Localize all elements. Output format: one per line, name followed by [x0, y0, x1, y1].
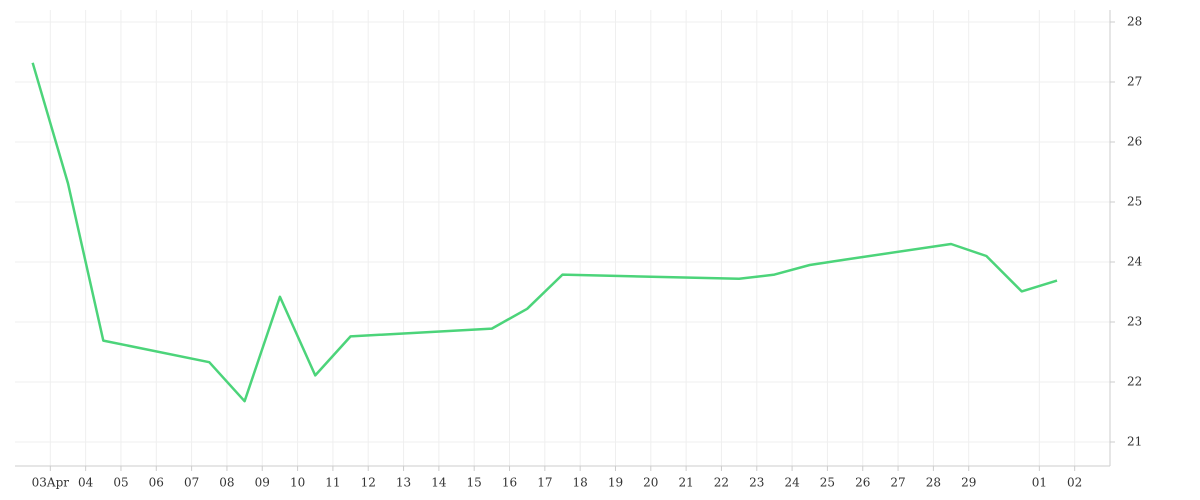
y-tick-label: 24 [1127, 255, 1143, 269]
x-tick-label: 27 [890, 476, 905, 490]
x-tick-label: 06 [149, 476, 164, 490]
x-tick-label: 18 [573, 476, 588, 490]
x-tick-label: 11 [325, 476, 340, 490]
x-tick-label: 05 [113, 476, 128, 490]
x-tick-label: 21 [678, 476, 693, 490]
x-tick-label: 10 [290, 476, 305, 490]
y-tick-label: 26 [1127, 135, 1142, 149]
x-tick-label: 28 [926, 476, 941, 490]
x-tick-label: 19 [608, 476, 623, 490]
x-tick-label: 24 [784, 476, 800, 490]
y-tick-label: 25 [1127, 195, 1142, 209]
x-tick-label: 15 [467, 476, 482, 490]
x-tick-label: 02 [1067, 476, 1082, 490]
x-tick-label: 04 [78, 476, 94, 490]
x-tick-label: 17 [537, 476, 552, 490]
x-tick-label: 22 [714, 476, 729, 490]
x-tick-label: 29 [961, 476, 976, 490]
x-tick-label: 08 [219, 476, 234, 490]
y-tick-label: 27 [1127, 75, 1142, 89]
x-tick-label: 20 [643, 476, 658, 490]
y-tick-label: 22 [1127, 375, 1142, 389]
x-tick-label: 16 [502, 476, 517, 490]
x-tick-label: 13 [396, 476, 411, 490]
y-tick-label: 21 [1127, 435, 1142, 449]
x-tick-label: 23 [749, 476, 764, 490]
y-tick-label: 23 [1127, 315, 1142, 329]
x-tick-label: 09 [255, 476, 270, 490]
x-tick-label: 26 [855, 476, 870, 490]
x-tick-label: 25 [820, 476, 835, 490]
x-tick-label: 03Apr [32, 476, 70, 490]
x-tick-label: 07 [184, 476, 199, 490]
x-tick-label: 14 [431, 476, 447, 490]
y-tick-label: 28 [1127, 15, 1142, 29]
x-tick-label: 01 [1032, 476, 1047, 490]
x-tick-label: 12 [361, 476, 376, 490]
line [31, 62, 1058, 403]
